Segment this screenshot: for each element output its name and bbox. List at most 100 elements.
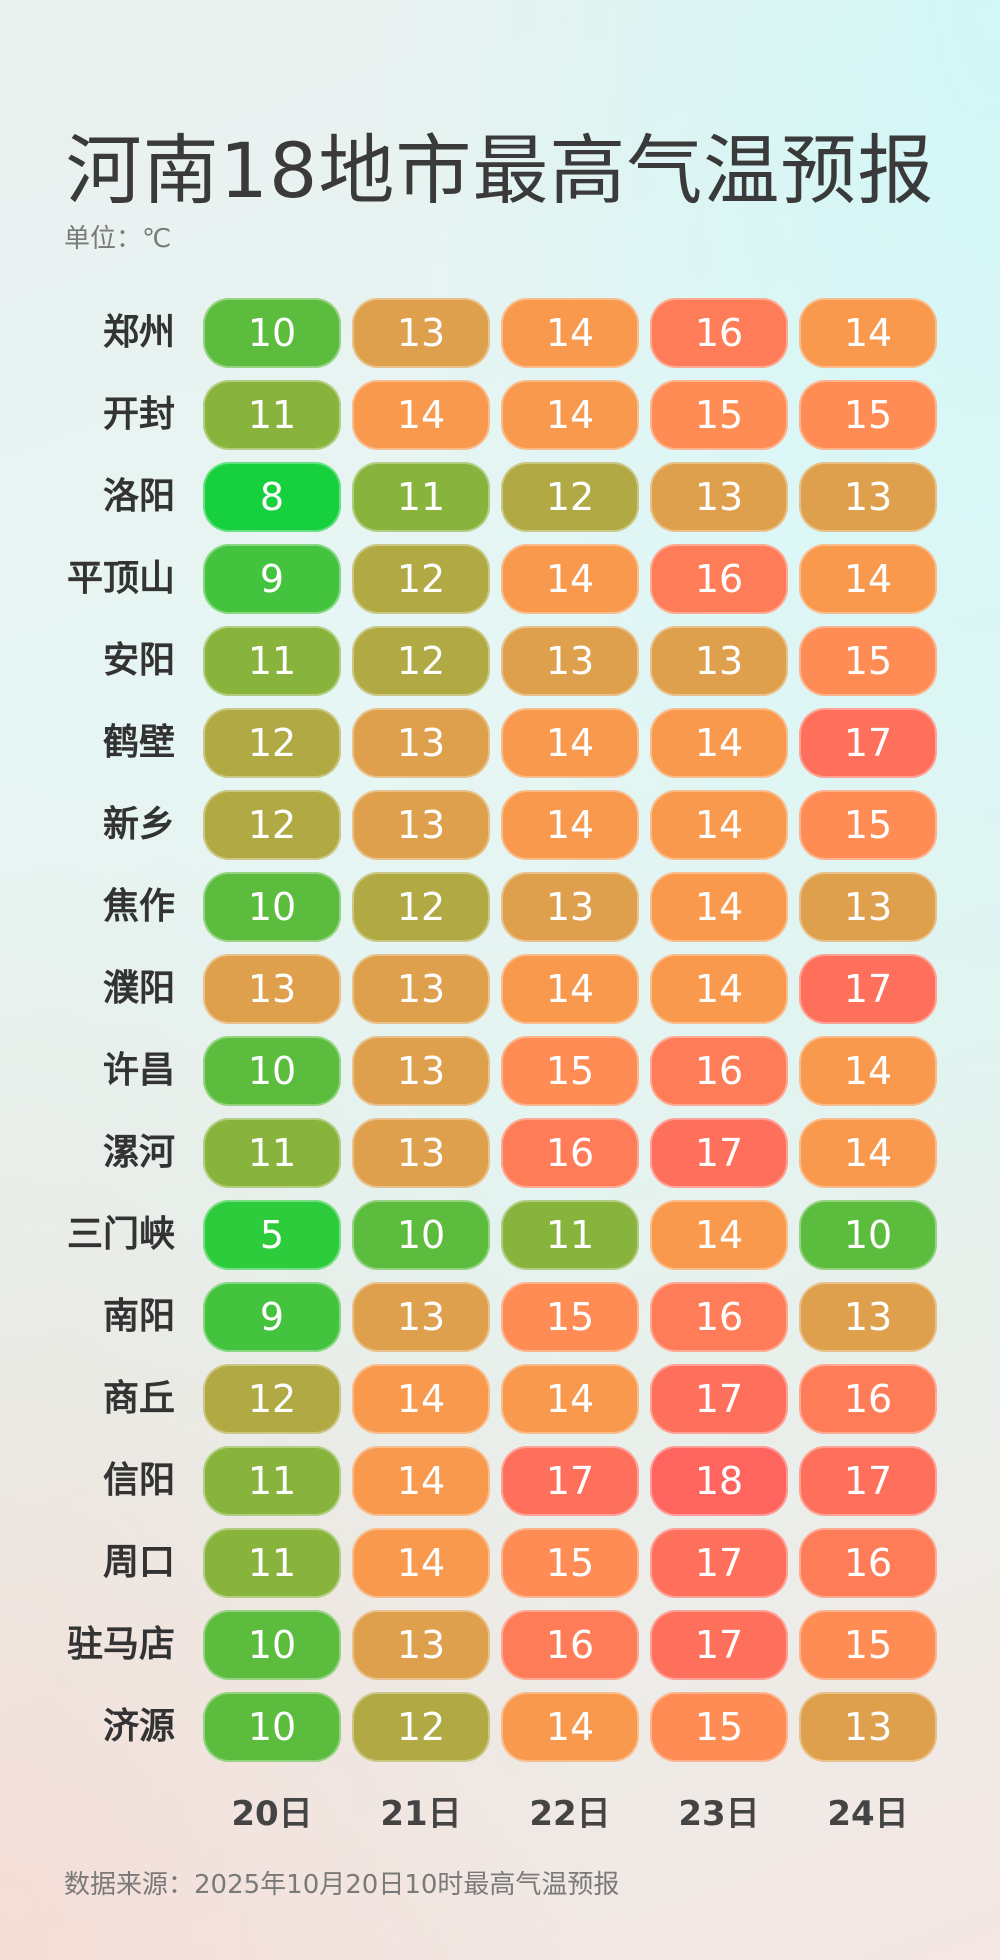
- temperature-cell: 16: [650, 544, 788, 614]
- day-label: 22日: [529, 1794, 611, 1834]
- temperature-cell: 15: [650, 380, 788, 450]
- temperature-cell: 17: [650, 1528, 788, 1598]
- temperature-cell: 17: [799, 1446, 937, 1516]
- temperature-cell: 15: [501, 1036, 639, 1106]
- temperature-cell: 14: [799, 1118, 937, 1188]
- temperature-cell: 14: [501, 298, 639, 368]
- temperature-cell: 13: [352, 790, 490, 860]
- day-label: 23日: [678, 1794, 760, 1834]
- temperature-cell: 9: [203, 544, 341, 614]
- temperature-cell: 5: [203, 1200, 341, 1270]
- temperature-cell: 18: [650, 1446, 788, 1516]
- city-label: 濮阳: [102, 968, 175, 1009]
- city-label: 鹤壁: [102, 722, 175, 763]
- temperature-cell: 15: [650, 1692, 788, 1762]
- temperature-cell: 10: [352, 1200, 490, 1270]
- temperature-cell: 14: [650, 872, 788, 942]
- temperature-cell: 14: [352, 1446, 490, 1516]
- temperature-cell: 16: [799, 1528, 937, 1598]
- temperature-cell: 12: [352, 872, 490, 942]
- temperature-cell: 11: [203, 380, 341, 450]
- city-label: 商丘: [102, 1378, 175, 1419]
- temperature-cell: 14: [501, 1364, 639, 1434]
- temperature-cell: 11: [203, 626, 341, 696]
- temperature-cell: 10: [203, 298, 341, 368]
- temperature-cell: 17: [799, 954, 937, 1024]
- temperature-cell: 10: [203, 1610, 341, 1680]
- city-label: 驻马店: [66, 1624, 175, 1665]
- temperature-cell: 13: [650, 626, 788, 696]
- temperature-cell: 14: [650, 954, 788, 1024]
- temperature-cell: 14: [501, 1692, 639, 1762]
- temperature-cell: 14: [352, 380, 490, 450]
- temperature-cell: 17: [799, 708, 937, 778]
- temperature-cell: 13: [203, 954, 341, 1024]
- city-label: 开封: [102, 394, 175, 435]
- temperature-cell: 10: [203, 872, 341, 942]
- temperature-cell: 12: [203, 1364, 341, 1434]
- city-label: 周口: [102, 1542, 175, 1583]
- temperature-cell: 14: [799, 298, 937, 368]
- city-label: 信阳: [102, 1460, 175, 1501]
- city-label: 漯河: [102, 1132, 175, 1173]
- temperature-cell: 13: [352, 954, 490, 1024]
- city-label: 许昌: [102, 1050, 175, 1091]
- city-label: 郑州: [102, 312, 175, 353]
- temperature-cell: 15: [501, 1282, 639, 1352]
- temperature-cell: 10: [799, 1200, 937, 1270]
- city-label: 安阳: [102, 640, 175, 681]
- temperature-cell: 12: [352, 544, 490, 614]
- temperature-cell: 13: [352, 1610, 490, 1680]
- temperature-cell: 16: [799, 1364, 937, 1434]
- temperature-cell: 15: [501, 1528, 639, 1598]
- temperature-cell: 13: [799, 1282, 937, 1352]
- temperature-cell: 14: [650, 790, 788, 860]
- temperature-cell: 17: [501, 1446, 639, 1516]
- city-label: 三门峡: [66, 1214, 175, 1255]
- temperature-cell: 14: [501, 380, 639, 450]
- temperature-cell: 13: [352, 1036, 490, 1106]
- temperature-cell: 16: [501, 1118, 639, 1188]
- temperature-cell: 13: [650, 462, 788, 532]
- data-source-note: 数据来源：2025年10月20日10时最高气温预报: [64, 1870, 620, 1900]
- temperature-cell: 15: [799, 1610, 937, 1680]
- temperature-cell: 16: [650, 1282, 788, 1352]
- temperature-cell: 16: [650, 1036, 788, 1106]
- temperature-cell: 12: [203, 790, 341, 860]
- unit-label: 单位：℃: [64, 224, 172, 254]
- temperature-cell: 13: [501, 626, 639, 696]
- day-label: 24日: [827, 1794, 909, 1834]
- temperature-cell: 13: [352, 298, 490, 368]
- temperature-cell: 11: [203, 1446, 341, 1516]
- temperature-cell: 10: [203, 1692, 341, 1762]
- temperature-cell: 13: [799, 462, 937, 532]
- temperature-cell: 17: [650, 1610, 788, 1680]
- day-label: 21日: [380, 1794, 462, 1834]
- temperature-cell: 9: [203, 1282, 341, 1352]
- temperature-cell: 12: [501, 462, 639, 532]
- temperature-cell: 14: [501, 544, 639, 614]
- temperature-cell: 16: [501, 1610, 639, 1680]
- temperature-cell: 13: [352, 708, 490, 778]
- temperature-cell: 13: [352, 1282, 490, 1352]
- temperature-cell: 14: [799, 1036, 937, 1106]
- city-label: 南阳: [102, 1296, 175, 1337]
- temperature-cell: 12: [352, 626, 490, 696]
- temperature-cell: 15: [799, 790, 937, 860]
- temperature-cell: 14: [650, 708, 788, 778]
- temperature-cell: 14: [501, 954, 639, 1024]
- temperature-cell: 14: [799, 544, 937, 614]
- temperature-cell: 13: [799, 1692, 937, 1762]
- city-label: 焦作: [102, 886, 175, 927]
- day-label: 20日: [231, 1794, 313, 1834]
- temperature-cell: 13: [352, 1118, 490, 1188]
- temperature-cell: 12: [203, 708, 341, 778]
- temperature-cell: 11: [352, 462, 490, 532]
- temperature-cell: 12: [352, 1692, 490, 1762]
- temperature-cell: 14: [352, 1528, 490, 1598]
- temperature-cell: 11: [203, 1118, 341, 1188]
- temperature-cell: 14: [501, 708, 639, 778]
- temperature-cell: 8: [203, 462, 341, 532]
- temperature-cell: 13: [799, 872, 937, 942]
